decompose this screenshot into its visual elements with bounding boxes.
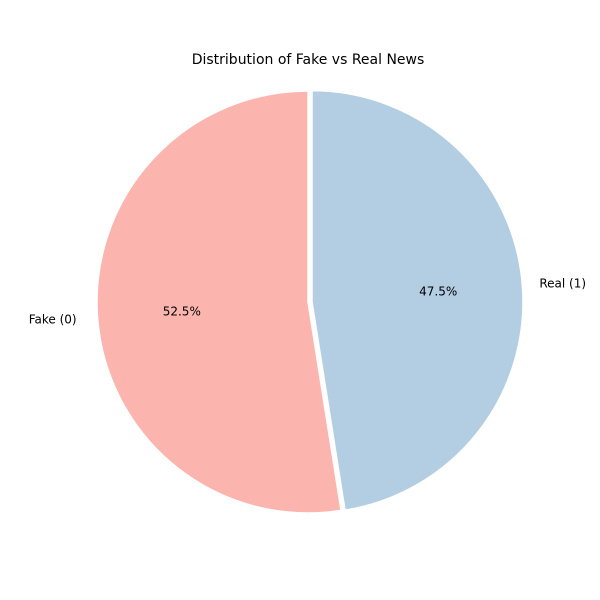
percent-label-fake: 52.5% <box>163 304 201 318</box>
percent-label-real: 47.5% <box>419 284 457 298</box>
chart-title: Distribution of Fake vs Real News <box>192 52 425 68</box>
pie-labels: Fake (0) 52.5% Real (1) 47.5% <box>29 276 586 326</box>
pie-slice-fake <box>96 90 342 514</box>
slice-label-real: Real (1) <box>539 276 586 290</box>
pie-slice-real <box>311 89 524 511</box>
pie-slices <box>96 89 524 514</box>
slice-label-fake: Fake (0) <box>29 313 77 327</box>
